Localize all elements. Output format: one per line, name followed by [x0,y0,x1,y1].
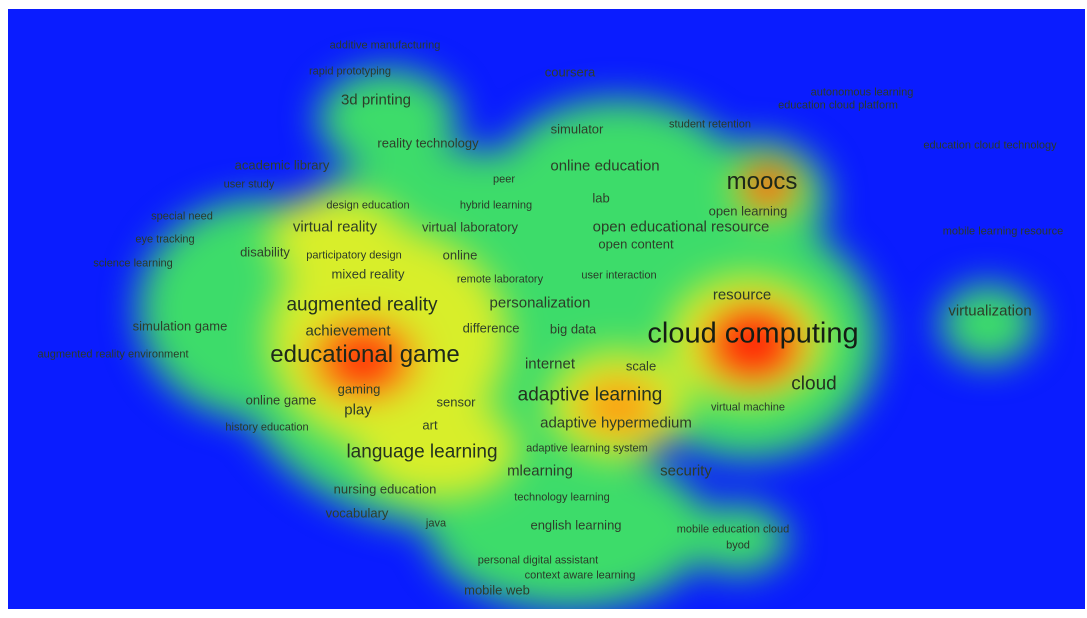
term-label: cloud computing [647,317,859,350]
term-label: online [442,247,478,263]
term-label: rapid prototyping [309,65,391,78]
term-label: mixed reality [331,266,405,282]
term-label: scale [625,358,657,374]
term-label: internet [524,355,576,373]
term-label: mlearning [507,462,573,480]
term-label: 3d printing [340,91,412,109]
term-label: technology learning [514,491,610,504]
density-heat-layer [138,69,1036,609]
density-red-layer [333,171,789,383]
term-label: coursera [544,64,596,80]
term-label: participatory design [306,249,402,262]
term-label: science learning [93,257,173,270]
term-label: additive manufacturing [329,39,441,52]
term-label: design education [326,199,410,212]
term-label: cloud [791,373,837,395]
term-label: virtualization [948,302,1032,320]
term-label: simulator [550,121,604,137]
term-label: open content [598,236,674,252]
term-label: disability [240,244,290,260]
term-label: augmented reality environment [37,348,189,361]
term-label: security [660,462,712,480]
term-label: peer [492,173,516,186]
term-label: history education [225,421,309,434]
keyword-density-map: additive manufacturing rapid prototyping c… [8,9,1085,609]
term-label: english learning [530,517,622,533]
term-label: nursing education [333,481,437,497]
term-label: language learning [346,441,498,463]
term-label: personal digital assistant [477,554,599,567]
term-label: mobile education cloud [676,523,790,536]
term-label: open learning [708,203,788,219]
term-label: remote laboratory [456,273,544,286]
term-label: hybrid learning [459,199,533,212]
term-label: user study [223,178,275,191]
term-label: virtual reality [292,218,378,236]
term-label: big data [549,321,597,337]
term-label: java [425,517,447,530]
term-label: gaming [337,381,381,397]
term-label: resource [712,286,772,304]
term-label: personalization [489,294,591,312]
term-label: augmented reality [286,294,438,316]
term-label: virtual laboratory [421,219,519,235]
term-label: lab [592,190,610,206]
term-label: adaptive hypermedium [540,414,692,432]
term-label: art [422,417,438,433]
term-label: context aware learning [524,569,636,582]
term-label: byod [726,539,750,552]
term-label: achievement [305,322,391,340]
term-label: mobile web [464,582,530,598]
term-label: education cloud technology [923,139,1057,152]
term-label: sensor [436,394,476,410]
term-label: vocabulary [325,505,389,521]
term-label: autonomous learning [810,86,914,99]
term-label: online game [245,392,317,408]
term-label: academic library [234,157,330,173]
term-label: difference [462,320,520,336]
term-label: user interaction [581,269,657,282]
term-label: adaptive learning system [526,442,648,455]
term-label: eye tracking [135,233,195,246]
term-label: reality technology [377,135,479,151]
term-label: adaptive learning [517,384,663,406]
term-label: online education [550,157,660,175]
term-label: simulation game [132,318,228,334]
term-label: open educational resource [592,218,770,236]
term-label: education cloud platform [778,99,898,112]
term-label: moocs [726,168,798,195]
term-label: mobile learning resource [942,225,1064,238]
term-label: student retention [669,118,751,131]
term-label: special need [151,210,213,223]
term-label: educational game [270,341,460,368]
term-label: play [344,401,372,419]
term-label: virtual machine [711,401,785,414]
